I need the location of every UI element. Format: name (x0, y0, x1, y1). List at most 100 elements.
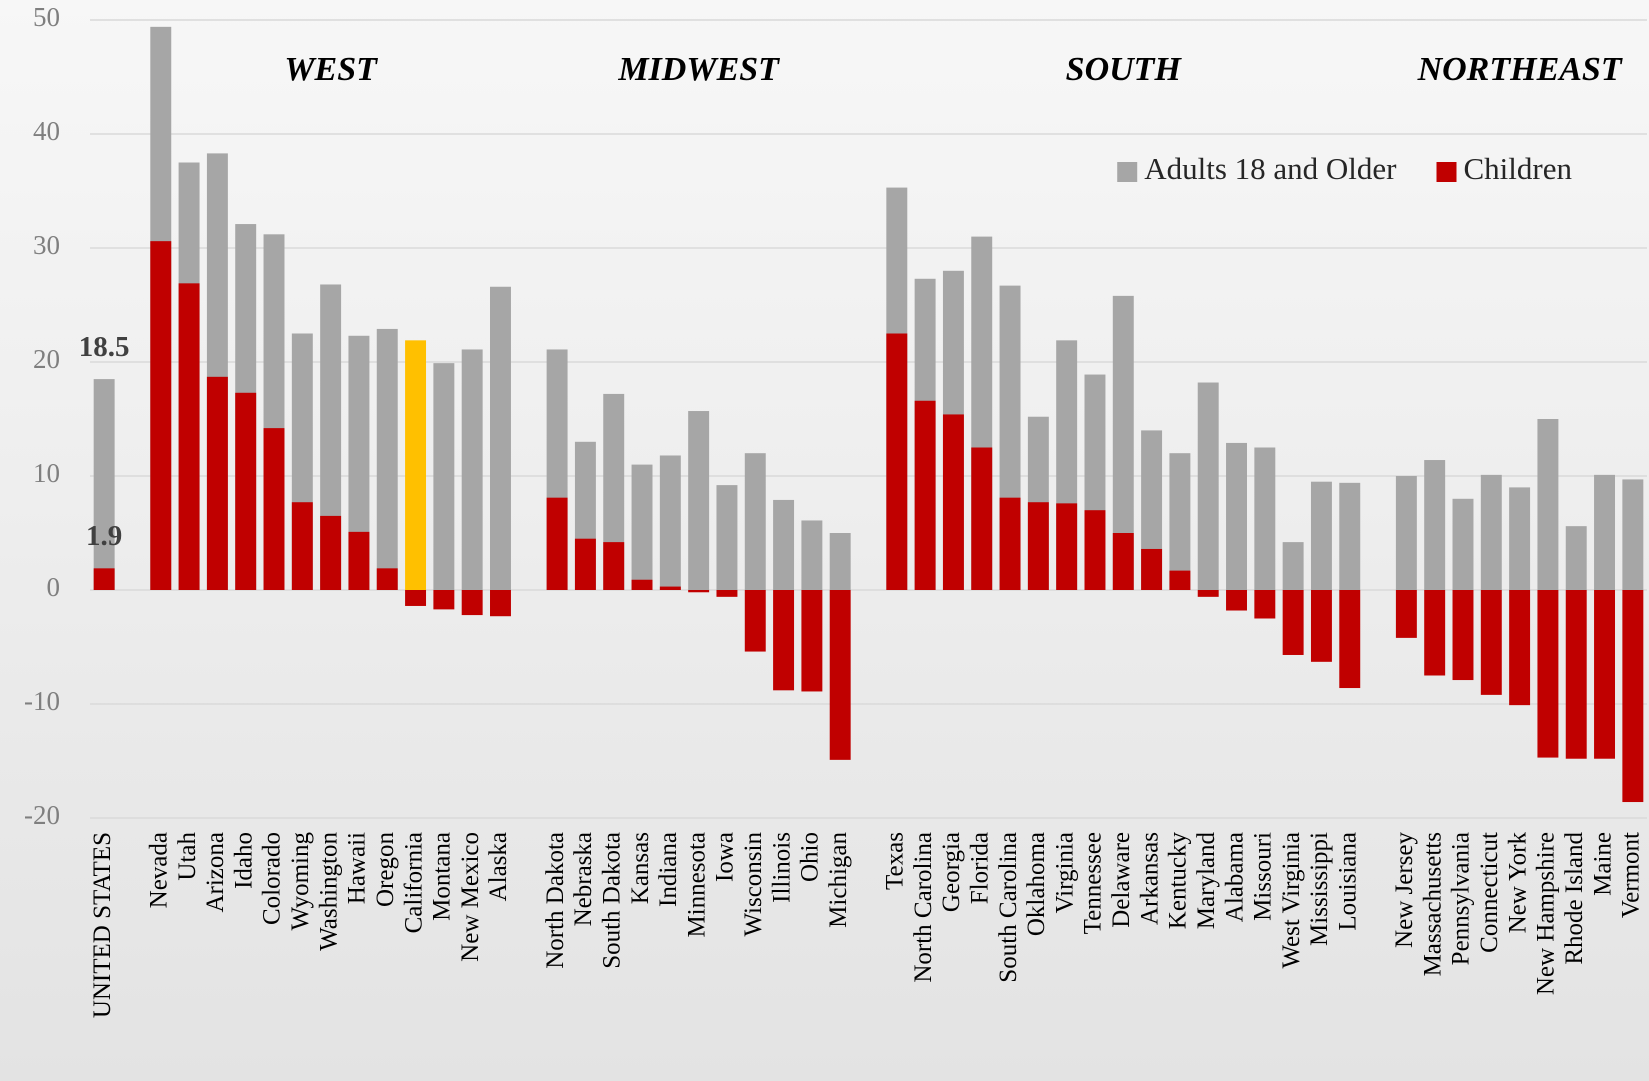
bar (1480, 474, 1502, 590)
bar (801, 590, 823, 692)
bar (801, 520, 823, 590)
bar (999, 497, 1021, 590)
bar (1395, 476, 1417, 590)
x-tick-label: Michigan (825, 832, 852, 928)
x-tick-label: Colorado (259, 832, 286, 925)
x-tick-label: Oklahoma (1023, 832, 1050, 936)
y-tick-label: -20 (24, 800, 60, 830)
bar (1339, 482, 1361, 590)
bar (1084, 510, 1106, 590)
x-tick-label: Illinois (768, 832, 795, 903)
bar (405, 340, 427, 590)
x-tick-label: Georgia (938, 832, 965, 912)
x-tick-label: Rhode Island (1561, 832, 1588, 965)
bar (1339, 590, 1361, 689)
bar (773, 499, 795, 590)
x-tick-label: Ohio (797, 832, 824, 882)
y-tick-label: 0 (47, 572, 61, 602)
bar (405, 590, 427, 606)
bar (376, 328, 398, 590)
bar (1424, 460, 1446, 590)
bar (744, 453, 766, 590)
bar (1254, 590, 1276, 619)
x-tick-label: Alaska (485, 832, 512, 901)
bar (376, 568, 398, 590)
bar (1310, 590, 1332, 662)
bar (320, 515, 342, 590)
x-tick-label: Kansas (627, 832, 654, 904)
bar (1452, 498, 1474, 590)
bar (659, 455, 681, 590)
bar (1480, 590, 1502, 695)
y-tick-label: 50 (33, 2, 60, 32)
bar (1622, 590, 1644, 803)
x-tick-label: Arizona (202, 832, 229, 913)
x-tick-label: South Dakota (598, 832, 625, 969)
x-tick-label: Maryland (1193, 832, 1220, 930)
bar (886, 333, 908, 590)
x-tick-label: Oregon (372, 832, 399, 907)
bar (490, 286, 511, 590)
x-tick-label: Connecticut (1476, 832, 1503, 953)
region-label: NORTHEAST (1417, 51, 1623, 88)
bar (320, 284, 342, 590)
x-tick-label: Hawaii (344, 832, 371, 904)
bar (1197, 382, 1219, 590)
x-tick-label: Florida (966, 832, 993, 904)
bar (1310, 481, 1332, 590)
x-tick-label: New Hampshire (1533, 832, 1560, 995)
bar (631, 464, 653, 590)
bar (829, 590, 851, 760)
bar (1565, 526, 1587, 590)
bar (1226, 590, 1247, 611)
bar (1226, 442, 1247, 590)
x-tick-label: California (400, 832, 427, 933)
bar (433, 363, 455, 590)
x-tick-label: Nevada (146, 832, 173, 908)
bar (433, 590, 455, 610)
x-tick-label: Tennessee (1080, 832, 1107, 934)
x-tick-label: Louisiana (1334, 832, 1361, 931)
bar (263, 428, 285, 590)
legend-swatch (1117, 162, 1138, 182)
x-tick-label: Missouri (1250, 832, 1277, 921)
x-tick-label: Nebraska (570, 832, 597, 926)
region-label: SOUTH (1066, 51, 1183, 88)
x-tick-label: Virginia (1051, 832, 1078, 913)
bar (490, 590, 511, 617)
bar (574, 538, 596, 590)
x-tick-label: Maine (1589, 832, 1616, 896)
bar (93, 568, 115, 590)
bar (914, 400, 936, 590)
region-label: WEST (284, 51, 378, 88)
bar (1141, 548, 1163, 590)
bar (1537, 590, 1559, 758)
x-tick-label: Massachusetts (1419, 832, 1446, 976)
bar (1056, 503, 1078, 590)
bar (716, 485, 738, 590)
x-tick-label: New York (1504, 832, 1531, 934)
bar (1537, 419, 1559, 590)
bar (235, 392, 257, 590)
x-tick-label: Texas (882, 832, 909, 890)
bar (206, 376, 228, 590)
bar (1509, 487, 1531, 590)
bar (1282, 590, 1304, 655)
bar (1565, 590, 1587, 759)
data-label: 1.9 (86, 520, 122, 552)
x-tick-label: UNITED STATES (89, 832, 116, 1018)
bar (1509, 590, 1531, 706)
legend-label: Children (1464, 151, 1573, 186)
bar (1424, 590, 1446, 676)
bar (1254, 447, 1276, 590)
bar (603, 393, 625, 590)
x-tick-label: Kentucky (1165, 832, 1192, 930)
x-tick-label: Indiana (655, 832, 682, 907)
x-tick-label: Montana (429, 832, 456, 921)
x-tick-label: North Carolina (910, 832, 937, 983)
legend-swatch (1436, 162, 1457, 182)
x-tick-label: New Jersey (1391, 832, 1418, 948)
x-tick-label: Utah (174, 832, 201, 881)
bar (1197, 590, 1219, 597)
